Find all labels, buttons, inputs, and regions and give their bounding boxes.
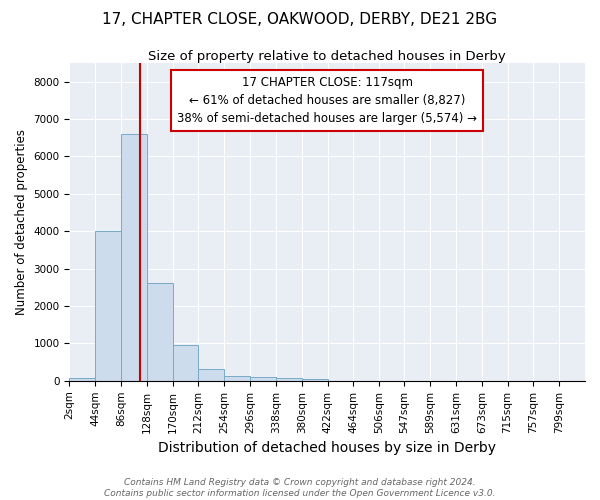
- Text: Contains HM Land Registry data © Crown copyright and database right 2024.
Contai: Contains HM Land Registry data © Crown c…: [104, 478, 496, 498]
- Bar: [224, 376, 250, 381]
- Bar: [121, 134, 147, 381]
- Bar: [302, 379, 328, 381]
- Bar: [173, 345, 199, 381]
- Bar: [147, 283, 173, 381]
- Bar: [250, 376, 276, 381]
- Bar: [70, 378, 95, 381]
- Text: 17 CHAPTER CLOSE: 117sqm
← 61% of detached houses are smaller (8,827)
38% of sem: 17 CHAPTER CLOSE: 117sqm ← 61% of detach…: [177, 76, 477, 124]
- Title: Size of property relative to detached houses in Derby: Size of property relative to detached ho…: [148, 50, 506, 63]
- Bar: [95, 232, 121, 381]
- Text: 17, CHAPTER CLOSE, OAKWOOD, DERBY, DE21 2BG: 17, CHAPTER CLOSE, OAKWOOD, DERBY, DE21 …: [103, 12, 497, 28]
- Bar: [199, 369, 224, 381]
- Y-axis label: Number of detached properties: Number of detached properties: [15, 129, 28, 315]
- Bar: [276, 378, 302, 381]
- X-axis label: Distribution of detached houses by size in Derby: Distribution of detached houses by size …: [158, 441, 496, 455]
